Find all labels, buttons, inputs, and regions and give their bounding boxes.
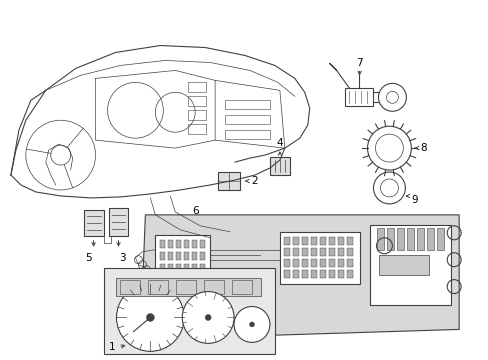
Circle shape [234, 306, 269, 342]
Text: 4: 4 [276, 138, 283, 148]
Bar [346, 259, 352, 267]
Circle shape [205, 315, 211, 320]
Bar [224, 130, 269, 139]
Bar [319, 237, 325, 245]
Circle shape [182, 292, 234, 343]
Bar [346, 270, 352, 278]
Bar [328, 259, 334, 267]
Text: 7: 7 [356, 58, 362, 68]
Bar [83, 210, 103, 236]
Bar [224, 115, 269, 124]
Bar [292, 259, 298, 267]
Bar [200, 240, 205, 248]
Text: 5: 5 [85, 253, 92, 263]
Bar [192, 252, 197, 260]
Bar [337, 270, 343, 278]
Bar [328, 237, 334, 245]
Bar [301, 259, 307, 267]
Bar [200, 252, 205, 260]
Bar [319, 248, 325, 256]
Bar [192, 264, 197, 272]
Bar [224, 100, 269, 109]
Bar [397, 228, 404, 250]
Bar [168, 240, 173, 248]
Text: 8: 8 [419, 143, 426, 153]
Polygon shape [140, 215, 458, 339]
Bar [203, 280, 224, 293]
Text: 2: 2 [251, 176, 258, 186]
Text: 1: 1 [109, 342, 116, 352]
Bar [283, 248, 289, 256]
Bar [160, 240, 165, 248]
Bar [301, 248, 307, 256]
Bar [188, 82, 206, 92]
Bar [120, 280, 140, 293]
Bar [416, 228, 424, 250]
Bar [116, 278, 261, 296]
Bar [283, 237, 289, 245]
Text: 9: 9 [410, 195, 417, 205]
Circle shape [146, 314, 154, 321]
Bar [176, 240, 181, 248]
Circle shape [116, 284, 184, 351]
Bar [369, 225, 450, 305]
Bar [310, 237, 316, 245]
Bar [337, 237, 343, 245]
Bar [218, 172, 240, 190]
Bar [328, 270, 334, 278]
Bar [427, 228, 433, 250]
Text: 3: 3 [119, 253, 125, 263]
Bar [319, 270, 325, 278]
Bar [310, 259, 316, 267]
Bar [301, 270, 307, 278]
Text: 6: 6 [191, 206, 198, 216]
Bar [386, 228, 394, 250]
Bar [301, 237, 307, 245]
Bar [269, 157, 289, 175]
Bar [200, 264, 205, 272]
Bar [344, 88, 372, 106]
Bar [328, 248, 334, 256]
Bar [292, 270, 298, 278]
Bar [168, 264, 173, 272]
Bar [292, 248, 298, 256]
Bar [184, 240, 189, 248]
Bar [188, 124, 206, 134]
Bar [184, 252, 189, 260]
Bar [103, 268, 274, 354]
Bar [319, 259, 325, 267]
Bar [279, 232, 359, 284]
Bar [155, 235, 210, 275]
Bar [292, 237, 298, 245]
Bar [188, 96, 206, 106]
Bar [232, 280, 251, 293]
Bar [108, 208, 128, 236]
Bar [283, 270, 289, 278]
Bar [346, 248, 352, 256]
Bar [346, 237, 352, 245]
Bar [337, 248, 343, 256]
Bar [176, 280, 196, 293]
Bar [148, 280, 168, 293]
Circle shape [249, 322, 254, 327]
Bar [176, 252, 181, 260]
Bar [188, 110, 206, 120]
Bar [283, 259, 289, 267]
Bar [168, 252, 173, 260]
Bar [160, 264, 165, 272]
Bar [337, 259, 343, 267]
Bar [160, 252, 165, 260]
Bar [310, 270, 316, 278]
Bar [436, 228, 443, 250]
Bar [310, 248, 316, 256]
Bar [176, 264, 181, 272]
Bar [407, 228, 413, 250]
Bar [377, 228, 384, 250]
Bar [184, 264, 189, 272]
Bar [379, 255, 428, 275]
Bar [192, 240, 197, 248]
